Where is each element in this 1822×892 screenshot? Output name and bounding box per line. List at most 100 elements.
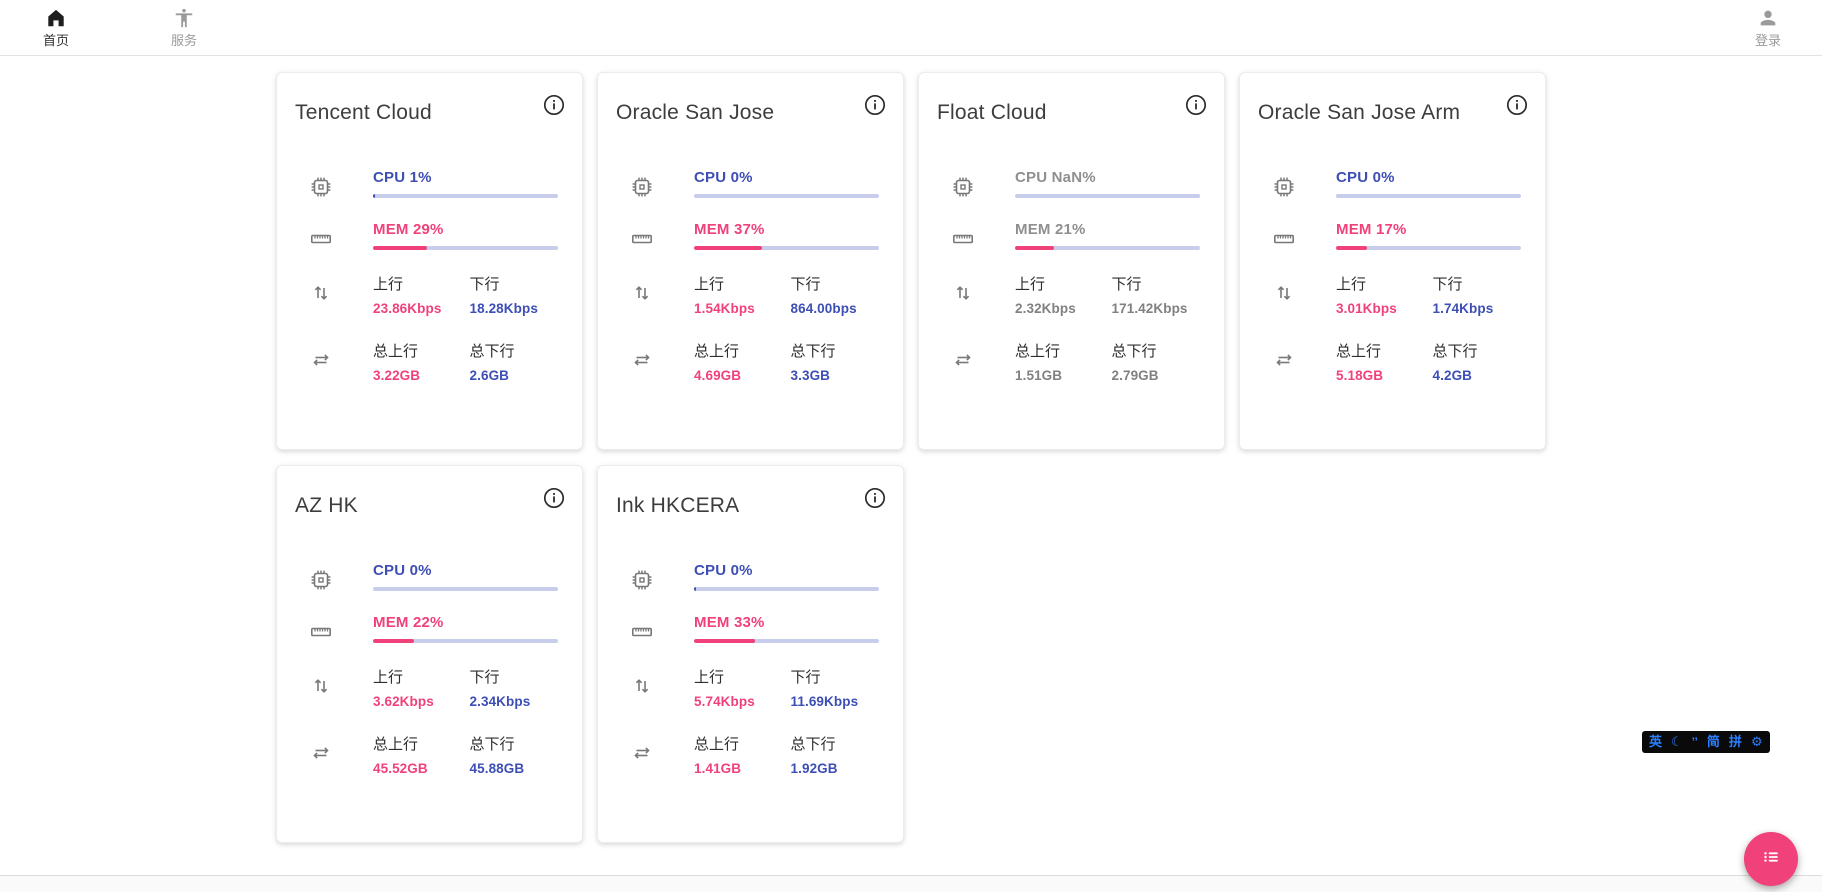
up-down-arrows-icon [309,281,333,310]
cpu-usage-label: CPU 0% [694,562,753,579]
up-down-arrows-icon [951,281,975,310]
cpu-usage-label: CPU 0% [1336,169,1395,186]
mem-progress-bar [373,246,558,250]
swap-arrows-icon [309,348,333,377]
person-icon [1756,7,1780,29]
download-value: 11.69Kbps [790,694,859,709]
nav-label-home: 首页 [42,32,69,48]
upload-label: 上行 [373,669,404,686]
total-download-label: 总下行 [1111,343,1157,360]
server-name: Tencent Cloud [295,101,432,124]
total-download-label: 总下行 [469,343,515,360]
total-upload-value: 1.41GB [694,761,742,776]
memory-ruler-icon [630,620,654,649]
cpu-progress-bar [1336,194,1521,198]
cpu-chip-icon [951,175,975,204]
download-label: 下行 [1432,276,1463,293]
download-label: 下行 [469,669,500,686]
up-down-arrows-icon [630,674,654,703]
total-upload-label: 总上行 [694,343,740,360]
cpu-chip-icon [1272,175,1296,204]
total-upload-label: 总上行 [1336,343,1382,360]
main-content: Tencent Cloud [276,56,1546,875]
total-download-value: 2.6GB [469,368,510,383]
cpu-chip-icon [309,175,333,204]
cpu-progress-bar [373,194,558,198]
ime-settings-gear-icon[interactable]: ⚙ [1750,734,1763,749]
server-list-fab[interactable] [1744,832,1798,886]
nav-item-login[interactable]: 登录 [1742,7,1794,49]
upload-value: 1.54Kbps [694,301,755,316]
ime-punctuation-toggle[interactable]: ’’ [1691,735,1698,749]
ime-pinyin-toggle[interactable]: 拼 [1728,734,1742,749]
server-name: Oracle San Jose Arm [1258,101,1461,124]
server-grid: Tencent Cloud [276,72,1546,843]
total-download-label: 总下行 [1432,343,1478,360]
ime-english-toggle[interactable]: 英 [1649,734,1663,749]
ime-toolbar: 英 ☾ ’’ 简 拼 ⚙ [1642,731,1770,753]
download-label: 下行 [1111,276,1142,293]
info-icon[interactable] [542,486,566,510]
header-nav: 首页 服务 [30,7,210,49]
cpu-progress-bar [373,587,558,591]
download-value: 171.42Kbps [1111,301,1188,316]
memory-ruler-icon [951,227,975,256]
server-card: Oracle San Jose Arm [1239,72,1546,450]
mem-usage-label: MEM 21% [1015,221,1086,238]
download-label: 下行 [469,276,500,293]
server-name: Float Cloud [937,101,1047,124]
memory-ruler-icon [1272,227,1296,256]
upload-label: 上行 [1336,276,1367,293]
app-header: 首页 服务 登录 [0,0,1822,56]
cpu-progress-bar [694,587,879,591]
mem-progress-bar [694,246,879,250]
cpu-chip-icon [630,175,654,204]
total-download-label: 总下行 [790,343,836,360]
info-icon[interactable] [542,93,566,117]
cpu-usage-label: CPU NaN% [1015,169,1096,186]
home-icon [44,7,68,29]
total-download-value: 1.92GB [790,761,838,776]
total-upload-label: 总上行 [694,736,740,753]
swap-arrows-icon [630,348,654,377]
info-icon[interactable] [863,93,887,117]
mem-usage-label: MEM 29% [373,221,444,238]
cpu-usage-label: CPU 0% [694,169,753,186]
memory-ruler-icon [630,227,654,256]
nav-item-services[interactable]: 服务 [158,7,210,49]
info-icon[interactable] [863,486,887,510]
total-download-value: 3.3GB [790,368,831,383]
total-download-value: 4.2GB [1432,368,1473,383]
swap-arrows-icon [951,348,975,377]
server-card: Float Cloud [918,72,1225,450]
mem-progress-bar [1015,246,1200,250]
server-card: Oracle San Jose [597,72,904,450]
download-value: 18.28Kbps [469,301,538,316]
download-value: 864.00bps [790,301,857,316]
cpu-progress-bar [1015,194,1200,198]
mem-usage-label: MEM 33% [694,614,765,631]
memory-ruler-icon [309,227,333,256]
mem-usage-label: MEM 17% [1336,221,1407,238]
nav-item-home[interactable]: 首页 [30,7,82,49]
server-name: Ink HKCERA [616,494,740,517]
info-icon[interactable] [1184,93,1208,117]
server-card: Tencent Cloud [276,72,583,450]
nav-label-services: 服务 [170,32,197,48]
mem-usage-label: MEM 22% [373,614,444,631]
total-upload-value: 1.51GB [1015,368,1063,383]
total-download-label: 总下行 [790,736,836,753]
cpu-progress-bar [694,194,879,198]
swap-arrows-icon [1272,348,1296,377]
ime-simplified-toggle[interactable]: 简 [1706,734,1720,749]
total-upload-value: 5.18GB [1336,368,1384,383]
cpu-usage-label: CPU 0% [373,562,432,579]
info-icon[interactable] [1505,93,1529,117]
total-upload-value: 4.69GB [694,368,742,383]
memory-ruler-icon [309,620,333,649]
upload-value: 3.01Kbps [1336,301,1397,316]
ime-moon-icon[interactable]: ☾ [1671,734,1683,749]
download-value: 2.34Kbps [469,694,531,709]
upload-value: 3.62Kbps [373,694,434,709]
